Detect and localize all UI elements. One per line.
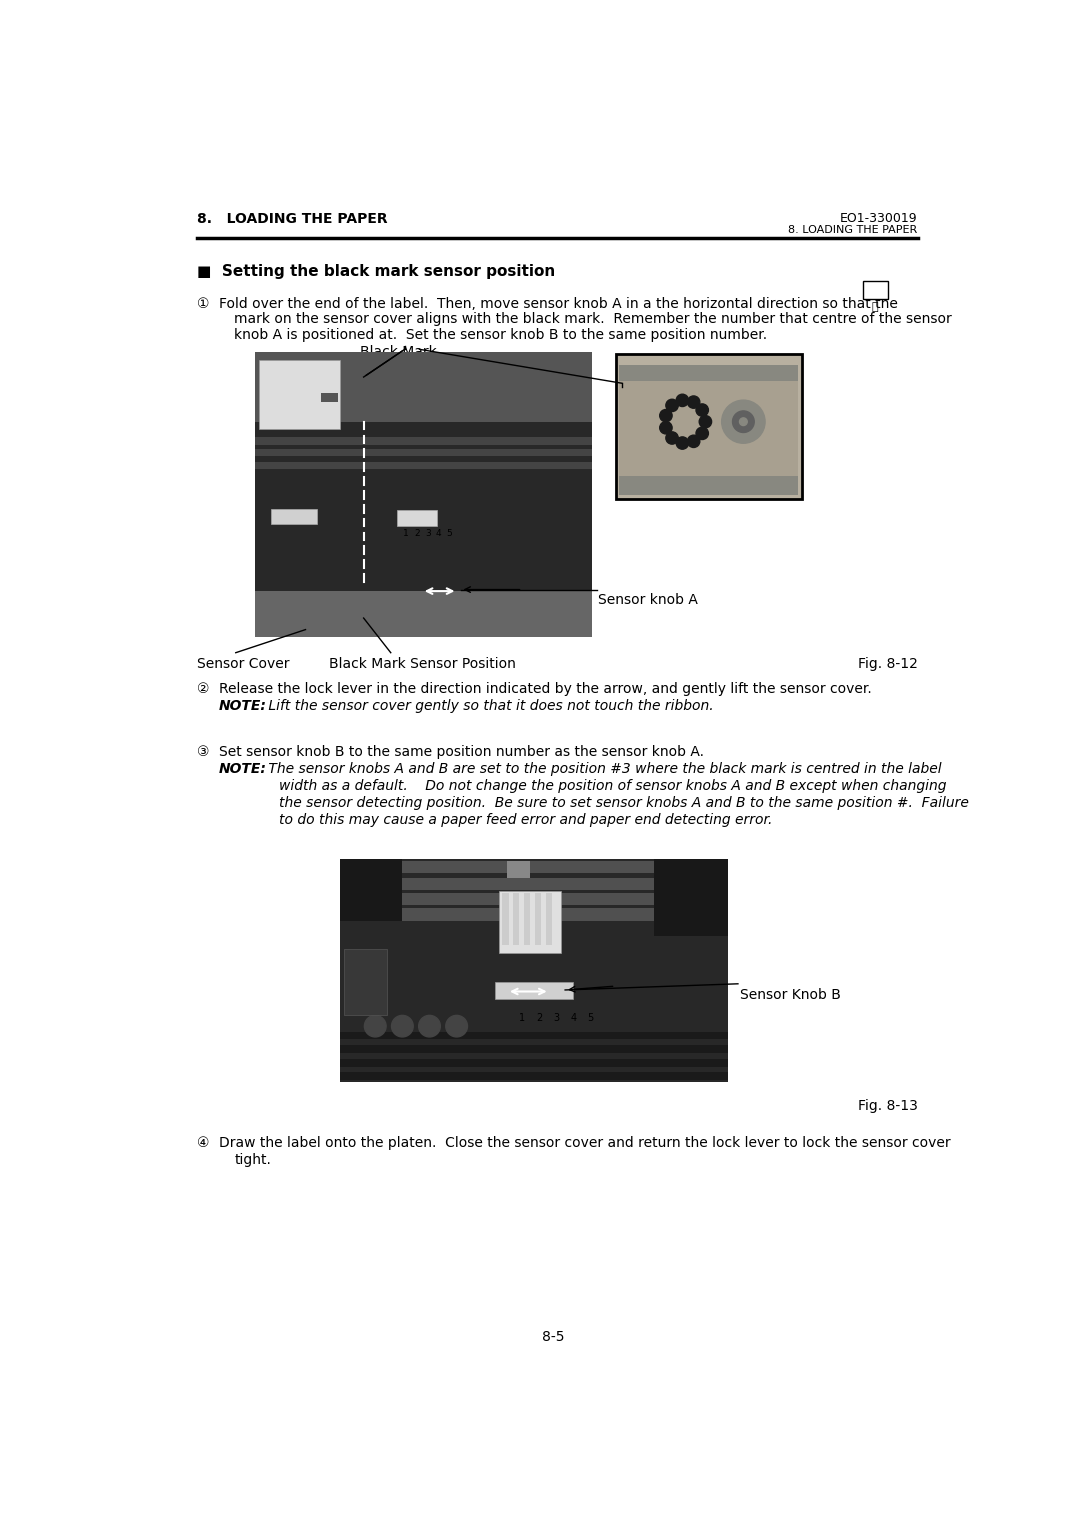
Text: 8-5: 8-5: [542, 1330, 565, 1345]
Text: Sensor knob A: Sensor knob A: [598, 593, 699, 607]
Circle shape: [699, 415, 712, 429]
Text: Set sensor knob B to the same position number as the sensor knob A.: Set sensor knob B to the same position n…: [218, 746, 704, 759]
Text: ①: ①: [197, 297, 210, 311]
Circle shape: [676, 393, 689, 407]
Bar: [513, 894, 519, 946]
Text: 人: 人: [872, 302, 878, 313]
Text: knob A is positioned at.  Set the sensor knob B to the same position number.: knob A is positioned at. Set the sensor …: [234, 328, 767, 342]
Bar: [255, 352, 592, 422]
Circle shape: [732, 410, 754, 433]
Bar: [535, 894, 541, 946]
Bar: [507, 862, 530, 878]
Text: mark on the sensor cover aligns with the black mark.  Remember the number that c: mark on the sensor cover aligns with the…: [234, 313, 951, 326]
Circle shape: [392, 1016, 414, 1037]
Circle shape: [676, 436, 689, 450]
Text: ■  Setting the black mark sensor position: ■ Setting the black mark sensor position: [197, 264, 555, 279]
Bar: [502, 894, 509, 946]
Text: ④: ④: [197, 1136, 210, 1150]
Text: 8.   LOADING THE PAPER: 8. LOADING THE PAPER: [197, 212, 388, 226]
Bar: [619, 476, 798, 494]
Text: 1: 1: [403, 529, 409, 538]
Text: 3: 3: [554, 1014, 559, 1023]
Circle shape: [696, 427, 708, 439]
Circle shape: [688, 435, 700, 447]
Circle shape: [666, 432, 678, 444]
Circle shape: [446, 1016, 468, 1037]
Text: width as a default.    Do not change the position of sensor knobs A and B except: width as a default. Do not change the po…: [279, 779, 947, 793]
Bar: [616, 354, 801, 499]
Text: Sensor Knob B: Sensor Knob B: [740, 988, 840, 1002]
Text: 4: 4: [436, 529, 442, 538]
Text: Black Mark Sensor Position: Black Mark Sensor Position: [328, 657, 515, 671]
Text: Draw the label onto the platen.  Close the sensor cover and return the lock leve: Draw the label onto the platen. Close th…: [218, 1136, 950, 1150]
Bar: [340, 1060, 728, 1068]
Circle shape: [419, 1016, 441, 1037]
Text: 3: 3: [426, 529, 431, 538]
Bar: [255, 448, 592, 456]
Bar: [654, 859, 728, 936]
Text: to do this may cause a paper feed error and paper end detecting error.: to do this may cause a paper feed error …: [279, 813, 772, 827]
Text: Lift the sensor cover gently so that it does not touch the ribbon.: Lift the sensor cover gently so that it …: [264, 698, 713, 712]
Text: ②: ②: [197, 682, 210, 695]
Bar: [496, 982, 572, 999]
Text: 4: 4: [570, 1014, 577, 1023]
Bar: [255, 438, 592, 445]
Circle shape: [740, 418, 747, 425]
Text: 2: 2: [537, 1014, 542, 1023]
Text: the sensor detecting position.  Be sure to set sensor knobs A and B to the same : the sensor detecting position. Be sure t…: [279, 796, 969, 810]
Text: 5: 5: [447, 529, 453, 538]
Bar: [321, 393, 338, 403]
Circle shape: [660, 410, 672, 422]
Bar: [499, 892, 562, 953]
Text: 5: 5: [588, 1014, 594, 1023]
Bar: [524, 894, 530, 946]
Circle shape: [666, 400, 678, 412]
Circle shape: [688, 396, 700, 409]
Circle shape: [721, 400, 765, 444]
Bar: [345, 949, 387, 1014]
Bar: [340, 1072, 728, 1080]
Text: tight.: tight.: [234, 1153, 271, 1167]
Text: 1: 1: [519, 1014, 526, 1023]
Bar: [271, 509, 318, 525]
Text: Sensor Cover: Sensor Cover: [197, 657, 289, 671]
Text: EO1-330019: EO1-330019: [840, 212, 918, 226]
Circle shape: [660, 421, 672, 435]
Text: Fold over the end of the label.  Then, move sensor knob A in a the horizontal di: Fold over the end of the label. Then, mo…: [218, 297, 897, 311]
Circle shape: [696, 404, 708, 416]
Bar: [340, 894, 728, 906]
Bar: [255, 354, 592, 637]
Text: NOTE:: NOTE:: [218, 762, 267, 776]
FancyBboxPatch shape: [863, 281, 888, 299]
Text: Fig. 8-12: Fig. 8-12: [858, 657, 918, 671]
Text: NOTE:: NOTE:: [218, 698, 267, 712]
Bar: [340, 859, 403, 921]
Bar: [340, 1031, 728, 1039]
Bar: [340, 859, 728, 1083]
Circle shape: [364, 1016, 387, 1037]
Bar: [340, 909, 728, 921]
Text: Release the lock lever in the direction indicated by the arrow, and gently lift : Release the lock lever in the direction …: [218, 682, 872, 695]
Bar: [340, 877, 728, 891]
Text: Fig. 8-13: Fig. 8-13: [858, 1100, 918, 1113]
Bar: [255, 592, 592, 637]
Text: The sensor knobs A and B are set to the position #3 where the black mark is cent: The sensor knobs A and B are set to the …: [264, 762, 942, 776]
Bar: [259, 360, 340, 430]
Bar: [545, 894, 552, 946]
Bar: [340, 1046, 728, 1054]
Bar: [255, 462, 592, 470]
Bar: [619, 366, 798, 381]
Text: 2: 2: [415, 529, 420, 538]
Text: Black Mark: Black Mark: [360, 345, 437, 358]
Text: 8. LOADING THE PAPER: 8. LOADING THE PAPER: [788, 226, 918, 235]
Bar: [619, 369, 798, 494]
Text: ③: ③: [197, 746, 210, 759]
Bar: [397, 511, 437, 526]
Bar: [340, 860, 728, 872]
